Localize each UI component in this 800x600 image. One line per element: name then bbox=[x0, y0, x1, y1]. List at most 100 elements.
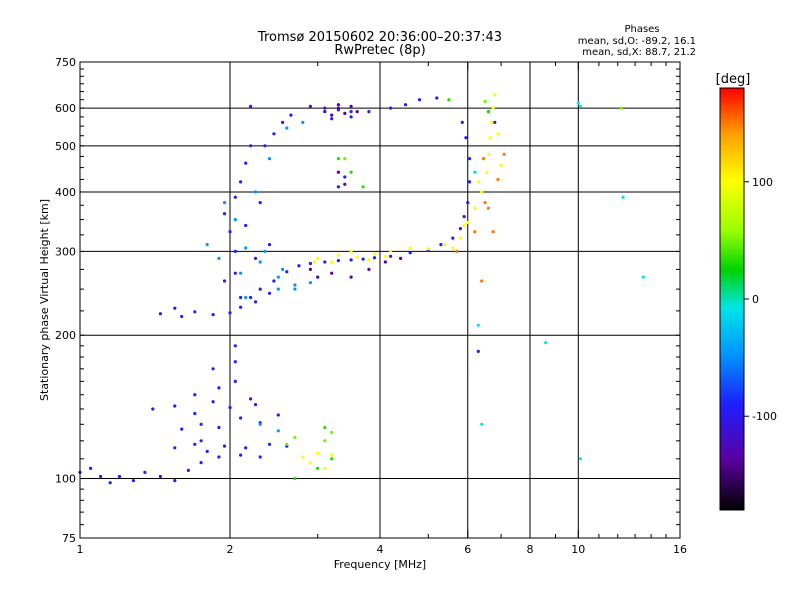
data-point bbox=[349, 275, 353, 279]
data-point bbox=[308, 461, 312, 465]
data-point bbox=[483, 99, 487, 103]
data-point bbox=[408, 251, 412, 255]
data-point bbox=[367, 267, 371, 271]
data-point bbox=[476, 349, 480, 353]
data-point bbox=[330, 113, 334, 117]
data-point bbox=[233, 379, 237, 383]
data-point bbox=[276, 287, 280, 291]
data-point bbox=[193, 442, 197, 446]
data-point bbox=[576, 101, 580, 105]
data-point bbox=[473, 230, 477, 234]
colorbar-ticks: 100 0 -100 bbox=[744, 176, 777, 423]
data-point bbox=[293, 476, 297, 481]
data-point bbox=[435, 96, 439, 100]
data-point bbox=[467, 180, 472, 184]
data-point bbox=[199, 461, 203, 465]
data-point bbox=[451, 236, 455, 240]
data-point bbox=[491, 230, 495, 234]
data-point bbox=[186, 468, 190, 472]
data-point bbox=[211, 400, 215, 404]
data-point bbox=[343, 182, 347, 186]
data-point bbox=[217, 256, 221, 260]
data-point bbox=[99, 474, 103, 479]
data-point bbox=[349, 110, 353, 114]
data-point bbox=[281, 120, 285, 124]
data-point bbox=[272, 132, 276, 136]
data-point bbox=[263, 249, 267, 253]
data-point bbox=[228, 405, 232, 410]
data-point bbox=[336, 157, 340, 161]
data-point bbox=[502, 152, 506, 156]
data-point bbox=[180, 314, 184, 319]
stats-title: Phases bbox=[624, 24, 659, 35]
data-point bbox=[293, 283, 297, 287]
data-point bbox=[383, 260, 387, 264]
y-tick-label: 600 bbox=[55, 102, 76, 115]
data-point bbox=[480, 279, 484, 283]
data-point bbox=[217, 425, 221, 430]
data-point bbox=[180, 427, 184, 431]
colorbar bbox=[719, 87, 745, 511]
data-point bbox=[193, 310, 197, 314]
data-point bbox=[308, 104, 312, 108]
y-tick-label: 500 bbox=[55, 140, 76, 153]
data-point bbox=[205, 449, 209, 453]
data-point bbox=[239, 271, 243, 275]
data-point bbox=[244, 295, 248, 300]
data-point bbox=[267, 291, 272, 295]
data-point bbox=[330, 430, 334, 434]
data-point bbox=[485, 170, 489, 174]
data-point bbox=[316, 451, 320, 455]
data-point bbox=[578, 104, 583, 108]
data-point bbox=[211, 367, 215, 371]
data-point bbox=[476, 323, 480, 327]
colorbar-label: [deg] bbox=[716, 72, 751, 87]
data-point bbox=[253, 256, 258, 260]
data-point bbox=[308, 281, 312, 285]
axis-ticks bbox=[79, 61, 681, 538]
data-point bbox=[281, 267, 285, 271]
data-point bbox=[228, 311, 232, 315]
data-point bbox=[336, 103, 340, 107]
data-point bbox=[349, 104, 353, 108]
data-point bbox=[228, 230, 232, 234]
x-axis-label: Frequency [MHz] bbox=[334, 558, 426, 571]
data-point bbox=[367, 258, 371, 262]
data-point bbox=[173, 306, 177, 310]
data-point bbox=[239, 305, 243, 309]
data-point bbox=[464, 136, 468, 140]
data-point bbox=[323, 260, 327, 264]
data-point bbox=[222, 212, 227, 216]
data-point bbox=[217, 386, 221, 390]
data-point bbox=[233, 218, 237, 222]
data-point bbox=[491, 106, 495, 110]
data-point bbox=[355, 110, 359, 114]
stats-x-mode: mean, sd,X: 88.7, 21.2 bbox=[582, 47, 696, 58]
data-point bbox=[233, 360, 237, 364]
data-point bbox=[323, 466, 327, 470]
data-point bbox=[239, 416, 243, 420]
data-point bbox=[488, 136, 492, 140]
data-point bbox=[293, 287, 297, 291]
stats-o-mode: mean, sd,O: -89.2, 16.1 bbox=[578, 36, 696, 47]
data-point bbox=[276, 413, 280, 417]
data-point bbox=[403, 103, 408, 107]
data-point bbox=[173, 479, 177, 483]
data-point bbox=[355, 255, 359, 259]
data-point bbox=[308, 261, 312, 266]
data-point bbox=[361, 185, 365, 189]
data-point bbox=[343, 157, 347, 161]
data-point bbox=[222, 444, 227, 448]
data-point bbox=[323, 425, 327, 430]
data-point bbox=[458, 236, 462, 240]
data-point bbox=[486, 152, 490, 156]
y-tick-label: 75 bbox=[62, 532, 76, 545]
data-point bbox=[89, 466, 93, 470]
y-tick-labels: 75 100 200 300 400 500 600 750 bbox=[55, 56, 76, 545]
data-point bbox=[349, 170, 353, 174]
data-point bbox=[367, 110, 371, 114]
data-point bbox=[308, 267, 312, 271]
data-point bbox=[336, 106, 340, 110]
data-point bbox=[285, 442, 289, 446]
